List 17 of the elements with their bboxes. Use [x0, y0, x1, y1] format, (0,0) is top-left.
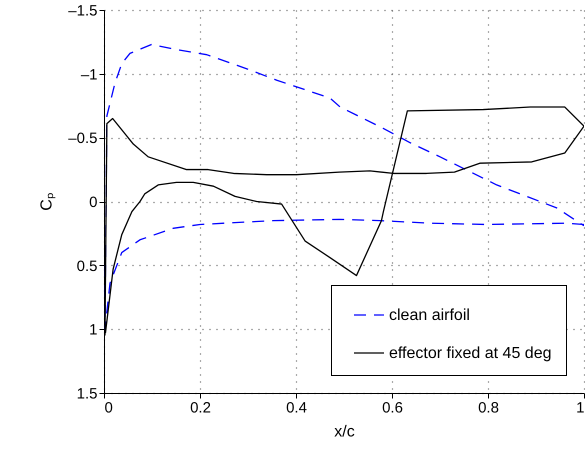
x-tick-label: 0.6	[382, 400, 403, 416]
x-tick-label: 0.2	[190, 400, 211, 416]
legend-label: effector fixed at 45 deg	[389, 345, 552, 362]
y-tick-label: 1	[89, 322, 98, 339]
y-tick-label: –1	[80, 66, 98, 84]
x-tick-label: 0	[104, 400, 113, 416]
y-axis-title: Cₚ	[38, 193, 56, 211]
y-tick-label: 1.5	[76, 386, 98, 402]
x-tick-label: 0.4	[286, 400, 307, 416]
x-axis-title: x/c	[334, 424, 355, 440]
y-tick-label: 0.5	[76, 258, 98, 275]
legend-label: clean airfoil	[389, 307, 470, 324]
x-tick-label: 1	[576, 400, 584, 416]
x-tick-label: 0.8	[478, 400, 499, 416]
y-tick-label: –1.5	[68, 2, 98, 20]
y-tick-label: –0.5	[68, 130, 98, 148]
y-tick-label: 0	[89, 194, 98, 211]
